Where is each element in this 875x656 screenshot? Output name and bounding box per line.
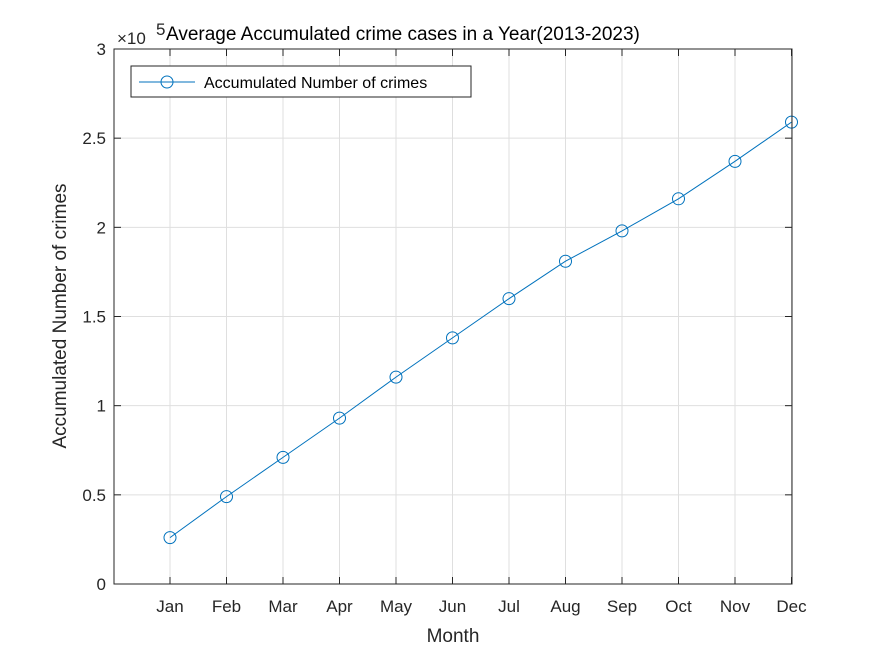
x-tick-label: Oct [665, 597, 692, 616]
legend-marker-swatch [160, 75, 174, 89]
y-exponent-power: 5 [156, 20, 165, 39]
y-tick-label: 1 [97, 397, 106, 416]
chart-title: Average Accumulated crime cases in a Yea… [166, 24, 640, 45]
legend: Accumulated Number of crimes [130, 65, 472, 98]
y-tick-label: 2.5 [82, 129, 106, 148]
x-tick-label: Feb [212, 597, 241, 616]
ticks: 0 0.5 1 1.5 2 2.5 3 Jan Feb Mar Apr May Jun Jul Aug Sep… [82, 40, 807, 616]
y-tick-label: 1.5 [82, 308, 106, 327]
x-tick-label: Nov [720, 597, 751, 616]
x-tick-label: Mar [268, 597, 298, 616]
data-point-nov [728, 154, 742, 168]
data-point-oct [672, 192, 685, 206]
x-tick-label: Apr [326, 597, 353, 616]
y-axis-label: Accumulated Number of crimes [50, 183, 71, 448]
data-point-aug [559, 254, 572, 268]
data-point-jun [446, 331, 459, 345]
series-layer [163, 115, 798, 545]
data-point-apr [333, 411, 346, 425]
y-tick-label: 2 [97, 218, 106, 237]
x-tick-label: Jan [156, 597, 183, 616]
x-tick-label: Jul [498, 597, 520, 616]
data-point-feb [220, 490, 233, 504]
data-point-jan [163, 531, 177, 545]
x-tick-label: Sep [607, 597, 637, 616]
y-tick-label: 3 [97, 40, 106, 59]
data-point-sep [615, 224, 629, 238]
x-axis-label: Month [427, 626, 480, 647]
x-tick-label: Jun [439, 597, 466, 616]
y-tick-label: 0.5 [82, 486, 106, 505]
x-tick-label: May [380, 597, 413, 616]
legend-label: Accumulated Number of crimes [204, 75, 427, 92]
y-tick-label: 0 [97, 575, 106, 594]
data-point-may [389, 370, 403, 384]
data-point-mar [276, 450, 290, 464]
y-exponent-base: ×10 [117, 29, 146, 48]
x-tick-label: Dec [776, 597, 807, 616]
series-line [169, 121, 792, 539]
x-tick-label: Aug [550, 597, 580, 616]
data-point-jul [502, 292, 516, 306]
